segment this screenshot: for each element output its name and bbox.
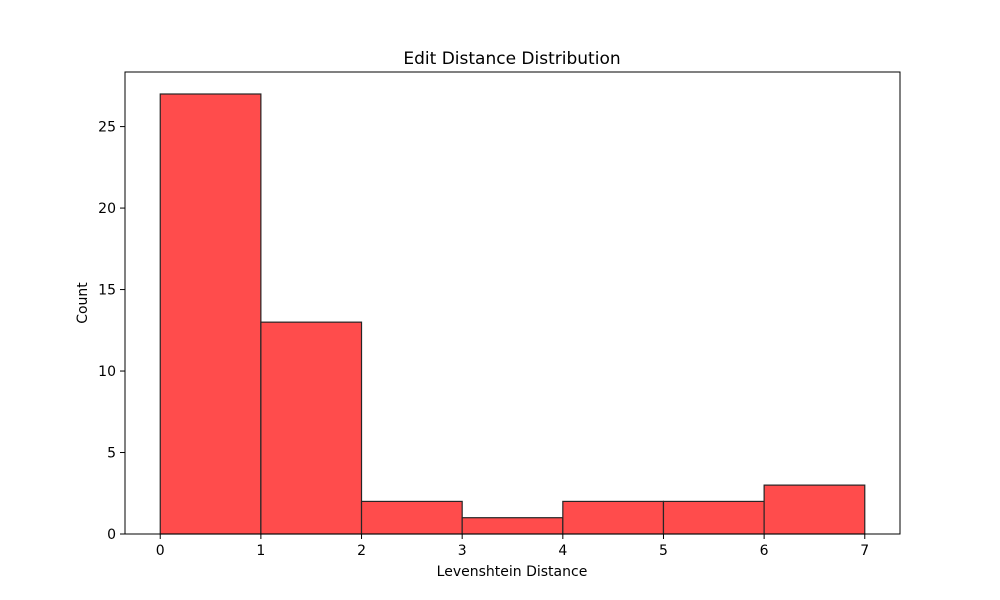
x-axis-label: Levenshtein Distance (437, 564, 588, 580)
y-tick-label: 0 (107, 527, 116, 543)
histogram-bar-5-6 (662, 500, 765, 535)
x-ticks: 0 1 2 3 4 5 6 7 (156, 534, 869, 559)
y-axis-label: Count (75, 282, 91, 324)
histogram-bar-3-4 (461, 517, 564, 535)
histogram-bar-2-3 (360, 500, 463, 535)
y-tick-label: 15 (98, 283, 116, 299)
histogram-bar-4-5 (562, 500, 665, 535)
histogram-bar-6-7 (763, 484, 866, 535)
x-tick-label: 3 (458, 543, 467, 559)
plot-frame (124, 71, 901, 535)
x-tick-label: 7 (860, 543, 869, 559)
y-tick-label: 10 (98, 364, 116, 380)
histogram-bar-0-1 (159, 93, 262, 535)
y-tick-label: 25 (98, 120, 116, 136)
bars-layer (159, 93, 866, 535)
chart-title: Edit Distance Distribution (403, 49, 620, 69)
histogram-bar-1-2 (260, 321, 363, 535)
x-tick-label: 2 (357, 543, 366, 559)
y-ticks: 0 5 10 15 20 25 (98, 120, 125, 543)
y-tick-label: 20 (98, 201, 116, 217)
x-tick-label: 6 (760, 543, 769, 559)
x-tick-label: 5 (659, 543, 668, 559)
x-tick-label: 4 (558, 543, 567, 559)
x-tick-label: 1 (256, 543, 265, 559)
y-tick-label: 5 (107, 446, 116, 462)
x-tick-label: 0 (156, 543, 165, 559)
